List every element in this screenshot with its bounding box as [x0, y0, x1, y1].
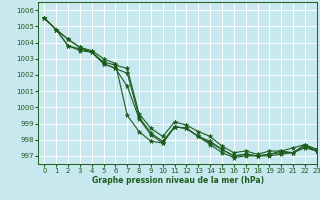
X-axis label: Graphe pression niveau de la mer (hPa): Graphe pression niveau de la mer (hPa) — [92, 176, 264, 185]
